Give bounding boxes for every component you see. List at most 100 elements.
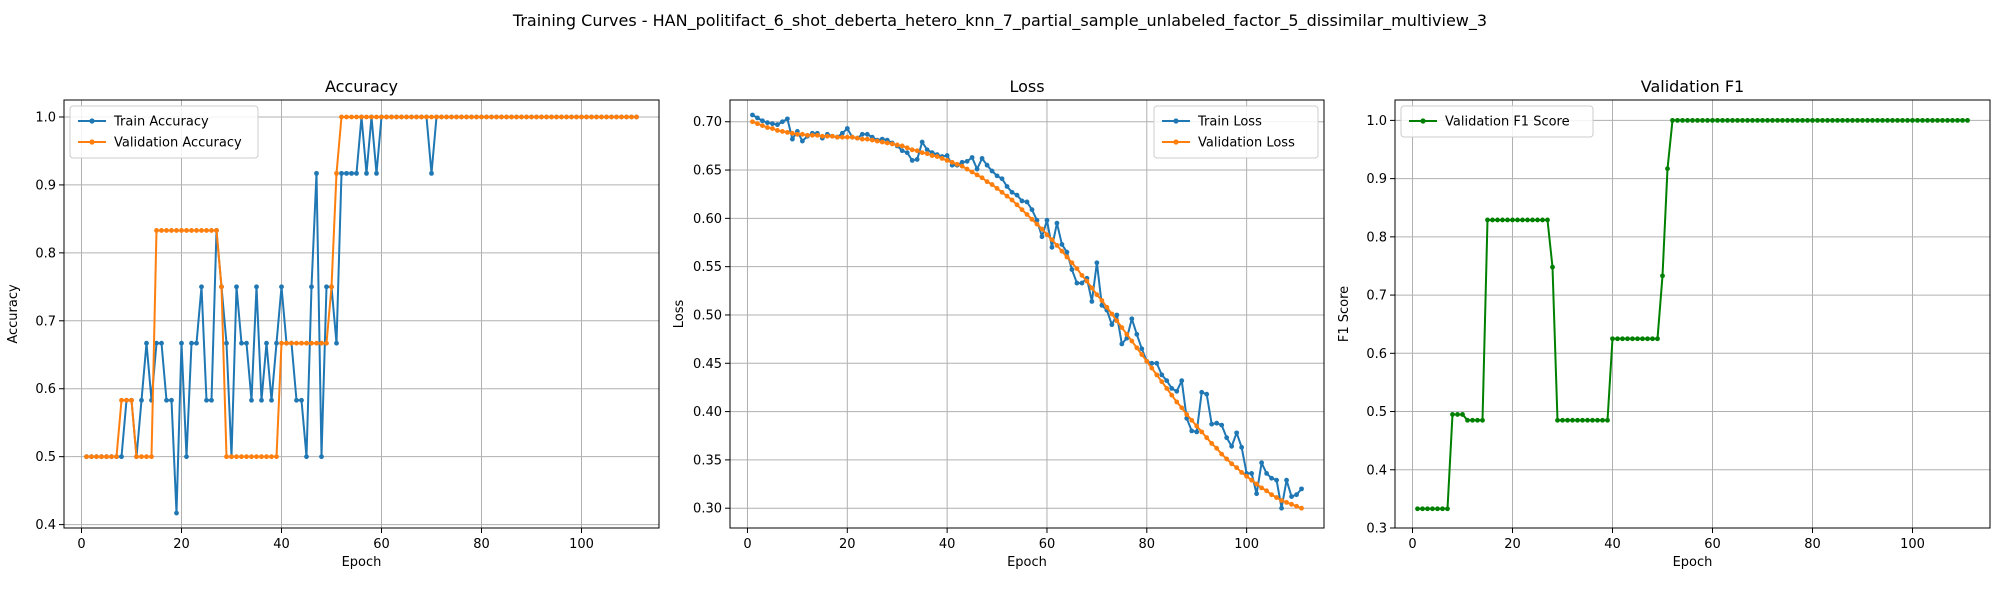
panel-title: Accuracy — [325, 77, 398, 96]
data-point — [1229, 443, 1235, 449]
data-point — [1825, 117, 1830, 123]
data-point — [1019, 207, 1025, 213]
data-point — [1725, 117, 1730, 123]
data-point — [1800, 117, 1805, 123]
data-point — [319, 454, 324, 460]
data-point — [834, 134, 840, 140]
data-point — [1560, 417, 1565, 423]
data-point — [264, 454, 269, 460]
data-point — [884, 140, 890, 146]
data-point — [204, 228, 209, 233]
data-point — [279, 284, 284, 290]
data-point — [1945, 117, 1950, 123]
data-point — [219, 284, 224, 290]
data-point — [1650, 336, 1655, 342]
data-point — [889, 141, 895, 147]
data-point — [194, 228, 199, 233]
data-point — [1815, 117, 1820, 123]
data-point — [775, 128, 780, 133]
data-point — [534, 114, 539, 120]
data-point — [780, 119, 785, 125]
x-tick-label: 20 — [839, 537, 856, 552]
data-point — [279, 340, 284, 346]
y-tick-label: 0.6 — [1366, 347, 1387, 362]
data-point — [299, 397, 304, 403]
data-point — [1284, 477, 1289, 483]
data-point — [149, 454, 154, 460]
data-point — [349, 114, 354, 120]
data-point — [1510, 217, 1515, 223]
data-point — [755, 115, 760, 121]
x-axis-label: Epoch — [342, 555, 382, 570]
y-tick-label: 0.45 — [693, 357, 722, 372]
data-point — [294, 340, 299, 346]
data-point — [969, 169, 975, 175]
data-point — [924, 151, 930, 157]
data-point — [1064, 254, 1070, 260]
data-point — [1670, 117, 1675, 123]
x-tick-label: 40 — [273, 537, 290, 552]
data-point — [569, 114, 574, 120]
y-tick-label: 0.55 — [693, 260, 722, 275]
data-point — [1705, 117, 1710, 123]
data-point — [504, 114, 509, 120]
data-point — [304, 340, 309, 346]
data-point — [1500, 217, 1505, 223]
data-point — [304, 454, 309, 460]
data-point — [1244, 473, 1250, 479]
data-point — [1014, 202, 1020, 208]
data-point — [914, 148, 920, 154]
data-point — [84, 454, 89, 460]
data-point — [984, 179, 990, 185]
data-point — [1009, 189, 1015, 195]
data-point — [449, 114, 454, 120]
x-tick-label: 80 — [473, 537, 490, 552]
data-point — [1159, 372, 1165, 378]
data-point — [429, 114, 434, 120]
data-point — [1615, 336, 1620, 342]
data-point — [1094, 260, 1100, 266]
data-point — [1144, 358, 1150, 364]
data-point — [994, 186, 1000, 191]
data-point — [1785, 117, 1790, 123]
data-point — [204, 397, 209, 403]
data-point — [1264, 488, 1269, 494]
data-point — [765, 120, 770, 126]
data-point — [549, 114, 554, 120]
data-point — [1625, 336, 1630, 342]
data-point — [524, 114, 529, 120]
data-point — [1219, 422, 1225, 428]
data-point — [574, 114, 579, 120]
data-point — [1199, 389, 1205, 395]
data-point — [1485, 217, 1490, 223]
data-point — [1074, 266, 1080, 271]
data-point — [849, 134, 855, 140]
data-point — [579, 114, 584, 120]
y-tick-label: 0.8 — [35, 246, 56, 261]
data-point — [1820, 117, 1825, 123]
data-point — [299, 340, 304, 346]
data-point — [339, 170, 344, 176]
y-tick-label: 0.60 — [693, 212, 722, 227]
data-point — [599, 114, 604, 120]
data-point — [1289, 494, 1294, 499]
data-point — [1930, 117, 1935, 123]
legend-swatch-marker — [89, 118, 95, 124]
data-point — [1630, 336, 1635, 342]
data-point — [369, 114, 374, 120]
data-point — [804, 132, 810, 138]
data-point — [1249, 477, 1255, 483]
data-point — [785, 129, 790, 135]
data-point — [1700, 117, 1705, 123]
data-point — [904, 145, 910, 151]
data-point — [1645, 336, 1650, 342]
data-point — [1214, 420, 1220, 426]
data-point — [244, 340, 249, 346]
validation-f1-panel: 0 20 40 60 80 100 0.3 0.4 0.5 0.6 0.7 0.8 0.9 1.0 Vali… — [1337, 77, 1991, 570]
data-point — [484, 114, 489, 120]
data-point — [229, 454, 234, 460]
x-tick-label: 80 — [1139, 537, 1156, 552]
x-axis-label: Epoch — [1007, 555, 1047, 570]
data-point — [564, 114, 569, 120]
y-axis-label: Loss — [672, 300, 687, 329]
